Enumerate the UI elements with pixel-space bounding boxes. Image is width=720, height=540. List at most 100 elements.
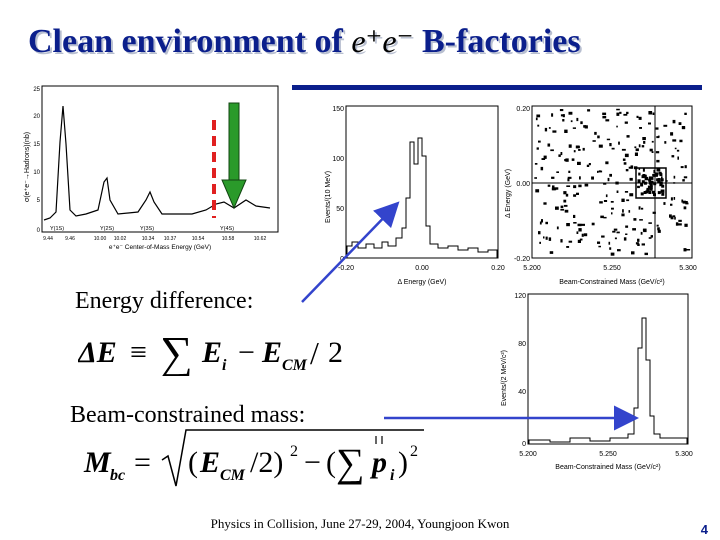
scatter-xtick: 5.300 — [679, 265, 697, 272]
scatter-point — [679, 139, 683, 143]
scatter-point — [562, 114, 565, 118]
mbc-ytick: 80 — [518, 341, 526, 348]
scatter-point — [548, 127, 551, 129]
scatter-point — [641, 180, 645, 184]
scatter-point — [616, 112, 620, 116]
scatter-point — [632, 228, 636, 231]
scatter-y-ticks: 0.20 0.00 -0.20 — [514, 106, 530, 263]
scatter-point — [656, 224, 659, 227]
scatter-xlabel: Beam-Constrained Mass (GeV/c²) — [559, 279, 664, 286]
scatter-point — [597, 241, 601, 244]
scatter-point — [637, 185, 640, 189]
scatter-xtick: 5.250 — [603, 265, 621, 272]
svg-text:i: i — [390, 467, 395, 484]
scatter-point — [551, 187, 556, 191]
scatter-point — [639, 127, 642, 129]
scatter-point — [652, 173, 656, 177]
scatter-point — [651, 151, 654, 153]
scatter-point — [567, 176, 572, 179]
scatter-point — [683, 206, 687, 210]
scatter-point — [560, 239, 563, 243]
scatter-point — [538, 231, 541, 235]
scatter-point — [549, 251, 554, 254]
scatter-point — [624, 121, 628, 124]
scatter-point — [560, 114, 564, 117]
upsilon-curve — [43, 105, 271, 221]
scatter-point — [684, 165, 687, 169]
scatter-point — [584, 183, 589, 187]
scatter-point — [672, 139, 677, 142]
deltaE-xlabel: Δ Energy (GeV) — [397, 279, 446, 286]
scatter-point — [643, 174, 647, 178]
scatter-point — [551, 113, 554, 117]
scatter-point — [625, 225, 629, 228]
scatter-point — [621, 198, 625, 202]
scatter-point — [641, 243, 645, 246]
scatter-point — [661, 184, 665, 188]
deltaE-ylabel: Events/(10 MeV) — [325, 171, 332, 223]
scatter-point — [545, 236, 548, 240]
scatter-point — [631, 251, 635, 255]
upsilon-xlabel: e⁺e⁻ Center-of-Mass Energy (GeV) — [109, 244, 211, 251]
scatter-point — [670, 216, 674, 220]
scatter-point — [650, 235, 653, 238]
scatter-point — [638, 144, 641, 148]
scatter-point — [611, 212, 613, 215]
scatter-point — [605, 119, 610, 122]
deltaE-xtick: -0.20 — [338, 265, 354, 272]
scatter-point — [648, 111, 653, 115]
scatter-point — [664, 141, 667, 144]
scatter-point — [611, 147, 615, 150]
scatter-point — [609, 173, 612, 177]
svg-text:): ) — [398, 446, 408, 479]
scatter-point — [681, 126, 685, 130]
mbc-xlabel: Beam-Constrained Mass (GeV/c²) — [555, 464, 660, 471]
scatter-point — [617, 249, 621, 252]
scatter-point — [652, 211, 656, 214]
scatter-point — [642, 168, 645, 172]
peak-label: Υ(1S) — [50, 226, 64, 232]
scatter-point — [674, 147, 677, 150]
svg-text:−: − — [238, 336, 255, 369]
scatter-point — [657, 135, 660, 138]
scatter-point — [622, 158, 626, 161]
scatter-point — [678, 223, 682, 226]
scatter-point — [541, 158, 546, 160]
scatter-point — [539, 221, 542, 225]
scatter-point — [543, 202, 547, 205]
upsilon-ytick: 25 — [33, 87, 40, 93]
scatter-point — [603, 200, 608, 202]
scatter-point — [634, 146, 637, 149]
title-suffix: B-factories — [422, 23, 581, 60]
scatter-point — [577, 239, 581, 243]
scatter-point — [656, 168, 661, 172]
scatter-point — [535, 117, 538, 121]
scatter-point — [603, 182, 607, 185]
scatter-point — [623, 113, 628, 116]
scatter-point — [618, 141, 620, 145]
scatter-point — [608, 241, 611, 245]
scatter-point — [640, 231, 643, 235]
scatter-point — [601, 235, 605, 238]
scatter-point — [677, 156, 679, 160]
scatter-point — [566, 223, 570, 227]
scatter-point — [649, 183, 653, 187]
scatter-point — [555, 206, 559, 210]
scatter-point — [578, 184, 582, 188]
scatter-point — [626, 135, 630, 138]
scatter-point — [607, 177, 610, 182]
scatter-point — [683, 176, 688, 179]
scatter-point — [657, 227, 660, 231]
scatter-point — [556, 171, 559, 173]
mbc-ytick: 120 — [514, 293, 526, 300]
scatter-point — [616, 190, 619, 193]
scatter-point — [605, 194, 608, 198]
scatter-point — [649, 186, 653, 190]
scatter-point — [566, 246, 570, 248]
scatter-point — [640, 183, 644, 187]
upsilon-ytick: 0 — [37, 228, 41, 234]
scatter-point — [646, 187, 650, 191]
scatter-point — [579, 238, 583, 241]
scatter-point — [638, 116, 642, 120]
scatter-point — [591, 176, 594, 180]
